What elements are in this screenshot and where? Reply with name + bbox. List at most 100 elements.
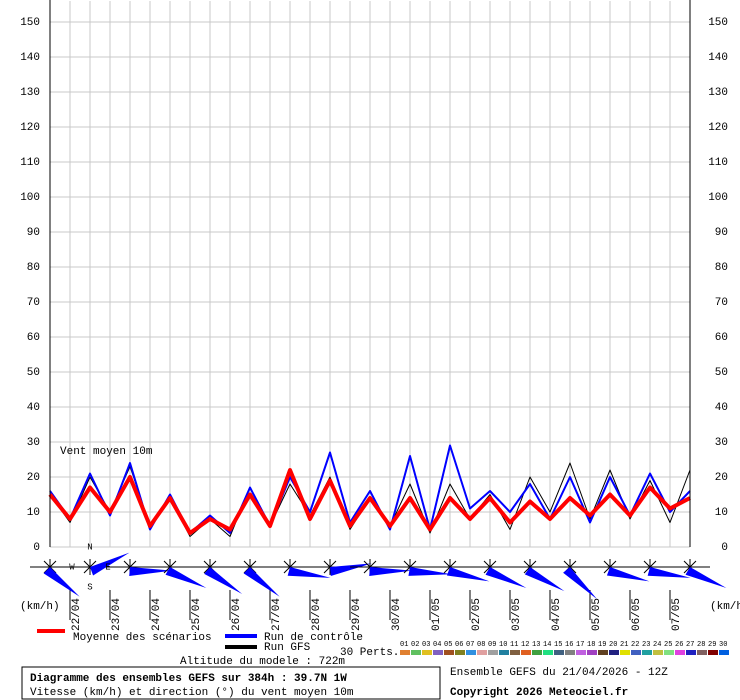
y-tick-label: 20 xyxy=(27,472,40,484)
pert-swatch xyxy=(587,650,597,655)
pert-label: 20 xyxy=(609,641,617,649)
y2-tick-label: 140 xyxy=(708,52,728,64)
pert-swatch xyxy=(620,650,630,655)
legend-label: Moyenne des scénarios xyxy=(73,632,212,644)
altitude: Altitude du modele : 722m xyxy=(180,656,345,668)
pert-swatch xyxy=(543,650,553,655)
pert-label: 25 xyxy=(664,641,672,649)
wind-arrow xyxy=(330,563,372,576)
pert-label: 04 xyxy=(433,641,441,649)
y2-tick-label: 40 xyxy=(715,402,728,414)
wind-arrow xyxy=(129,567,172,576)
wind-arrow xyxy=(685,567,727,588)
pert-label: 13 xyxy=(532,641,540,649)
pert-swatch xyxy=(477,650,487,655)
x-tick-label: 02/05 xyxy=(471,598,483,631)
pert-label: 17 xyxy=(576,641,584,649)
pert-label: 18 xyxy=(587,641,595,649)
y-tick-label: 60 xyxy=(27,332,40,344)
unit-right: (km/h) xyxy=(710,601,740,613)
pert-swatch xyxy=(598,650,608,655)
x-tick-label: 30/04 xyxy=(391,598,403,631)
compass-label: N xyxy=(87,542,92,552)
x-tick-label: 23/04 xyxy=(111,598,123,631)
y-tick-label: 80 xyxy=(27,262,40,274)
y2-tick-label: 50 xyxy=(715,367,728,379)
x-tick-label: 26/04 xyxy=(231,598,243,631)
pert-label: 11 xyxy=(510,641,518,649)
y2-tick-label: 120 xyxy=(708,122,728,134)
y-tick-label: 150 xyxy=(20,17,40,29)
pert-swatch xyxy=(532,650,542,655)
x-tick-label: 04/05 xyxy=(551,598,563,631)
x-tick-label: 29/04 xyxy=(351,598,363,631)
y-tick-label: 100 xyxy=(20,192,40,204)
pert-swatch xyxy=(686,650,696,655)
pert-label: 26 xyxy=(675,641,683,649)
wind-arrow xyxy=(204,567,243,594)
pert-swatch xyxy=(631,650,641,655)
wind-arrow xyxy=(90,552,130,576)
pert-swatch xyxy=(609,650,619,655)
wind-arrow xyxy=(243,567,280,597)
pert-swatch xyxy=(422,650,432,655)
pert-swatch xyxy=(499,650,509,655)
copyright: Copyright 2026 Meteociel.fr xyxy=(450,687,628,699)
pert-label: 09 xyxy=(488,641,496,649)
title-box xyxy=(21,666,441,700)
pert-swatch xyxy=(488,650,498,655)
pert-label: 28 xyxy=(697,641,705,649)
pert-label: 16 xyxy=(565,641,573,649)
pert-swatch xyxy=(719,650,729,655)
wind-arrow xyxy=(446,567,490,582)
x-tick-label: 27/04 xyxy=(271,598,283,631)
wind-arrow xyxy=(524,567,565,592)
pert-swatch xyxy=(433,650,443,655)
pert-swatch xyxy=(466,650,476,655)
pert-label: 15 xyxy=(554,641,562,649)
y-tick-label: 30 xyxy=(27,437,40,449)
pert-swatch xyxy=(455,650,465,655)
pert-label: 06 xyxy=(455,641,463,649)
y2-tick-label: 70 xyxy=(715,297,728,309)
wind-arrow xyxy=(287,567,331,578)
chart-subtitle: Vitesse (km/h) et direction (°) du vent … xyxy=(30,687,354,699)
perts-title: 30 Perts. xyxy=(340,647,399,659)
wind-arrow xyxy=(408,567,452,576)
pert-swatch xyxy=(411,650,421,655)
wind-arrow xyxy=(165,567,207,588)
compass-label: E xyxy=(105,562,110,572)
y-tick-label: 40 xyxy=(27,402,40,414)
pert-label: 07 xyxy=(466,641,474,649)
y2-tick-label: 30 xyxy=(715,437,728,449)
series-line xyxy=(48,468,691,535)
pert-label: 22 xyxy=(631,641,639,649)
x-tick-label: 22/04 xyxy=(71,598,83,631)
chart-title: Diagramme des ensembles GEFS sur 384h : … xyxy=(30,673,347,685)
y2-tick-label: 10 xyxy=(715,507,728,519)
pert-swatch xyxy=(510,650,520,655)
pert-label: 10 xyxy=(499,641,507,649)
y-tick-label: 120 xyxy=(20,122,40,134)
wind-arrow xyxy=(369,567,412,576)
x-tick-label: 06/05 xyxy=(631,598,643,631)
y-tick-label: 90 xyxy=(27,227,40,239)
y-tick-label: 0 xyxy=(33,542,40,554)
wind-arrow xyxy=(43,567,80,597)
pert-label: 03 xyxy=(422,641,430,649)
pert-swatch xyxy=(565,650,575,655)
compass-label: S xyxy=(87,582,92,592)
pert-swatch xyxy=(708,650,718,655)
y-tick-label: 70 xyxy=(27,297,40,309)
grid xyxy=(49,1,691,548)
y2-tick-label: 0 xyxy=(721,542,728,554)
pert-label: 02 xyxy=(411,641,419,649)
pert-label: 29 xyxy=(708,641,716,649)
compass-label: W xyxy=(69,562,75,572)
pert-label: 05 xyxy=(444,641,452,649)
x-tick-label: 07/05 xyxy=(671,598,683,631)
y2-tick-label: 130 xyxy=(708,87,728,99)
pert-label: 23 xyxy=(642,641,650,649)
pert-swatch xyxy=(554,650,564,655)
